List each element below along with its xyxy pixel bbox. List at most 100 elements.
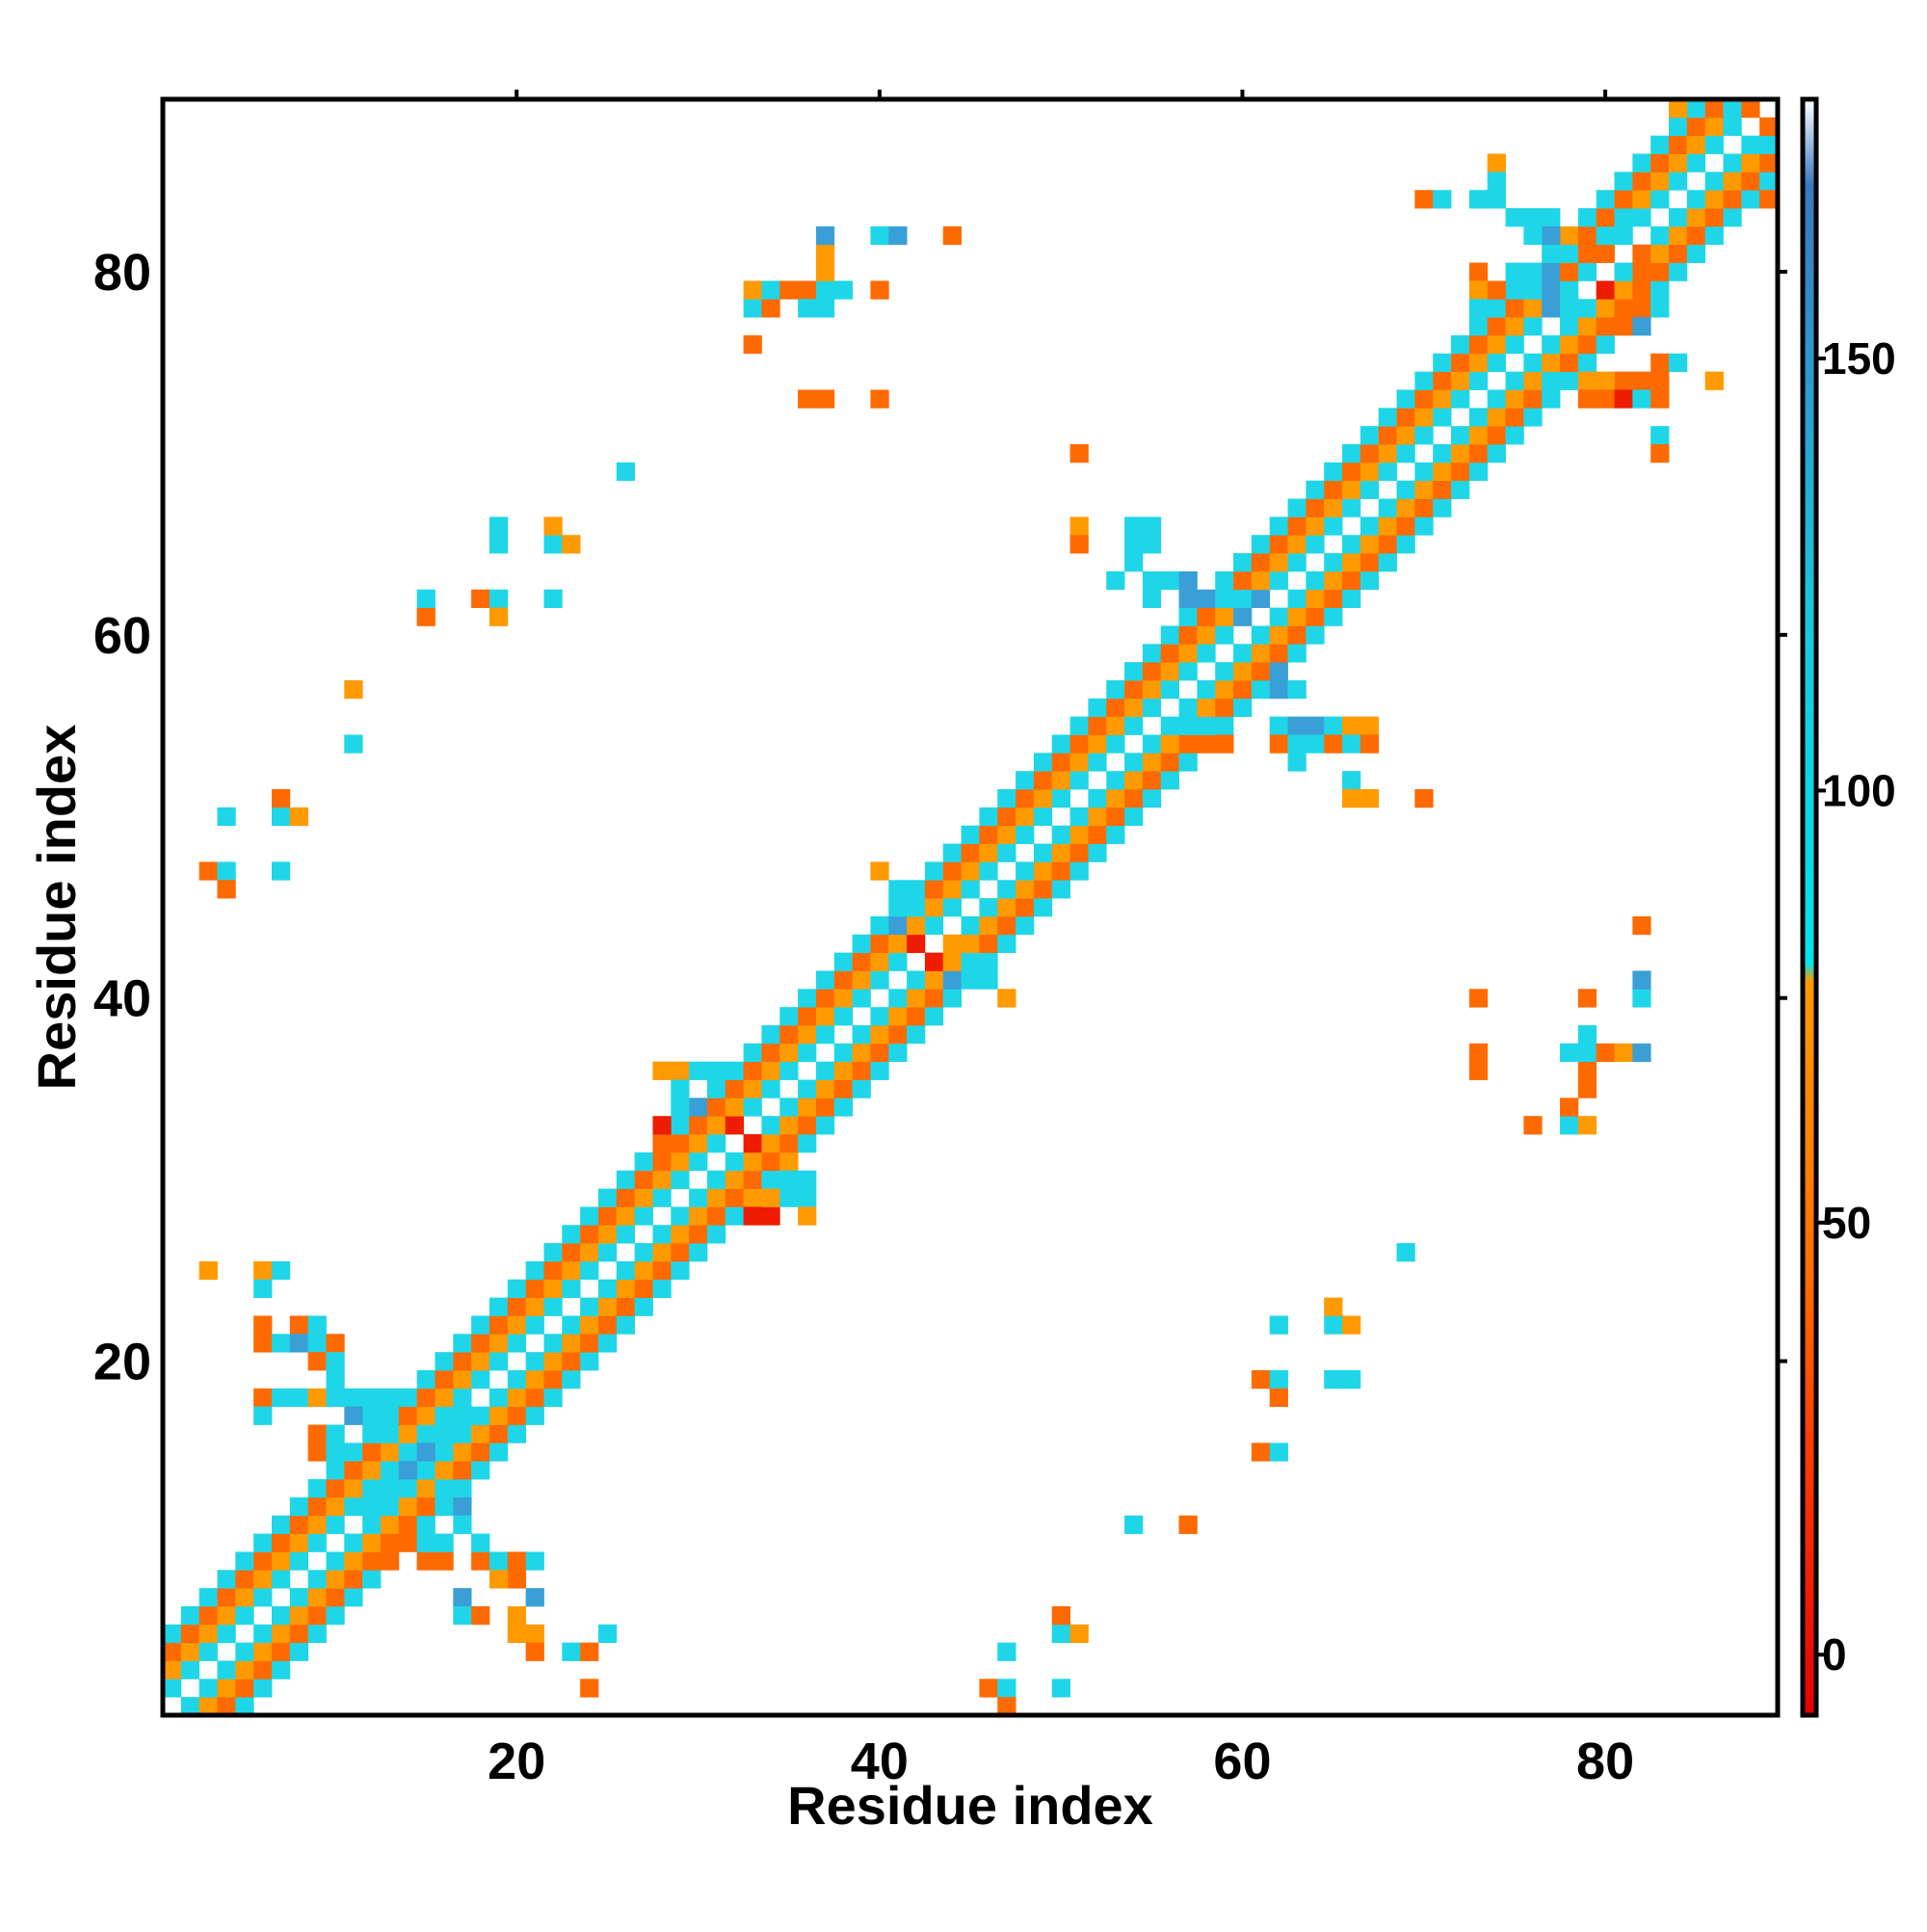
heatmap-cell <box>1723 153 1742 172</box>
heatmap-cell <box>1632 317 1651 336</box>
heatmap-cell <box>1596 389 1615 409</box>
heatmap-cell <box>833 1079 853 1098</box>
heatmap-cell <box>471 589 490 608</box>
heatmap-cell <box>616 1279 636 1299</box>
heatmap-cell <box>833 989 853 1008</box>
heatmap-cell <box>779 1170 799 1189</box>
heatmap-cell <box>1142 570 1162 591</box>
heatmap-cell <box>1414 426 1434 445</box>
heatmap-cell <box>435 1496 454 1517</box>
heatmap-cell <box>1650 172 1670 191</box>
heatmap-cell <box>761 280 780 300</box>
heatmap-cell <box>1396 498 1415 517</box>
heatmap-cell <box>979 952 998 971</box>
heatmap-cell <box>580 1206 599 1226</box>
heatmap-cell <box>198 1260 218 1281</box>
heatmap-cell <box>1324 1315 1343 1335</box>
heatmap-cell <box>435 1442 454 1462</box>
heatmap-cell <box>597 1334 618 1353</box>
heatmap-cell <box>362 1424 382 1443</box>
heatmap-cell <box>307 1388 327 1408</box>
heatmap-cell <box>1233 644 1253 663</box>
heatmap-cell <box>271 1605 291 1626</box>
heatmap-cell <box>1124 1515 1144 1534</box>
heatmap-cell <box>815 389 835 409</box>
heatmap-cell <box>362 1570 382 1589</box>
heatmap-cell <box>1487 353 1506 373</box>
heatmap-cell <box>271 1334 291 1353</box>
heatmap-cell <box>1359 734 1380 754</box>
heatmap-cell <box>289 1588 309 1607</box>
heatmap-cell <box>580 1334 599 1353</box>
heatmap-cell <box>1396 480 1415 499</box>
heatmap-cell <box>488 1352 509 1371</box>
heatmap-cell <box>1069 825 1089 844</box>
heatmap-cell <box>870 389 889 409</box>
heatmap-cell <box>435 1406 454 1425</box>
heatmap-cell <box>761 1079 780 1098</box>
heatmap-cell <box>870 1043 889 1063</box>
heatmap-cell <box>1468 1061 1489 1080</box>
heatmap-cell <box>888 989 908 1008</box>
heatmap-cell <box>326 1496 345 1517</box>
heatmap-cell <box>543 516 563 536</box>
heatmap-cell <box>507 1424 527 1443</box>
heatmap-cell <box>1614 262 1633 281</box>
heatmap-cell <box>1396 1243 1415 1262</box>
heatmap-cell <box>1632 989 1651 1008</box>
heatmap-cell <box>1650 371 1670 390</box>
heatmap-cell <box>1178 734 1198 754</box>
heatmap-cell <box>997 934 1016 953</box>
heatmap-cell <box>1542 280 1561 300</box>
heatmap-cell <box>779 1061 799 1080</box>
heatmap-cell <box>1632 371 1651 390</box>
heatmap-cell <box>1596 371 1615 390</box>
heatmap-cell <box>761 1024 780 1045</box>
heatmap-cell <box>815 225 835 246</box>
heatmap-cell <box>580 1243 599 1262</box>
heatmap-cell <box>289 807 309 827</box>
heatmap-cell <box>1178 662 1198 681</box>
heatmap-cell <box>1414 462 1434 482</box>
heatmap-cell <box>725 1206 745 1226</box>
heatmap-cell <box>1124 679 1144 700</box>
heatmap-cell <box>1106 716 1125 735</box>
heatmap-cell <box>289 1605 309 1626</box>
heatmap-cell <box>833 1007 853 1026</box>
heatmap-cell <box>1433 353 1452 373</box>
heatmap-cell <box>307 1352 327 1371</box>
heatmap-cell <box>1269 662 1288 681</box>
heatmap-cell <box>1269 1369 1288 1389</box>
heatmap-cell <box>1414 516 1434 536</box>
heatmap-cell <box>1468 408 1489 427</box>
heatmap-cell <box>870 861 889 881</box>
heatmap-cell <box>507 1624 527 1644</box>
heatmap-cell <box>1650 225 1670 246</box>
heatmap-cell <box>1359 716 1380 735</box>
heatmap-cell <box>597 1624 618 1644</box>
heatmap-cell <box>580 1225 599 1244</box>
y-axis-label: Residue index <box>26 725 87 1091</box>
heatmap-cell <box>362 1461 382 1480</box>
heatmap-cell <box>1468 462 1489 482</box>
heatmap-cell <box>1269 1315 1288 1335</box>
heatmap-cell <box>1468 317 1489 336</box>
heatmap-cell <box>1124 807 1144 827</box>
heatmap-cell <box>743 280 762 300</box>
heatmap-cell <box>344 1388 363 1408</box>
heatmap-cell <box>1142 698 1162 718</box>
heatmap-cell <box>1378 516 1397 536</box>
heatmap-cell <box>815 280 835 300</box>
heatmap-cell <box>1215 589 1234 608</box>
heatmap-cell <box>833 1061 853 1080</box>
heatmap-cell <box>362 1479 382 1498</box>
heatmap-cell <box>907 989 926 1008</box>
heatmap-cell <box>1233 679 1253 700</box>
heatmap-cell <box>344 1551 363 1571</box>
heatmap-cell <box>1342 535 1361 554</box>
heatmap-cell <box>1614 371 1633 390</box>
heatmap-cell <box>271 1388 291 1408</box>
heatmap-cell <box>743 334 762 355</box>
heatmap-cell <box>326 1515 345 1534</box>
